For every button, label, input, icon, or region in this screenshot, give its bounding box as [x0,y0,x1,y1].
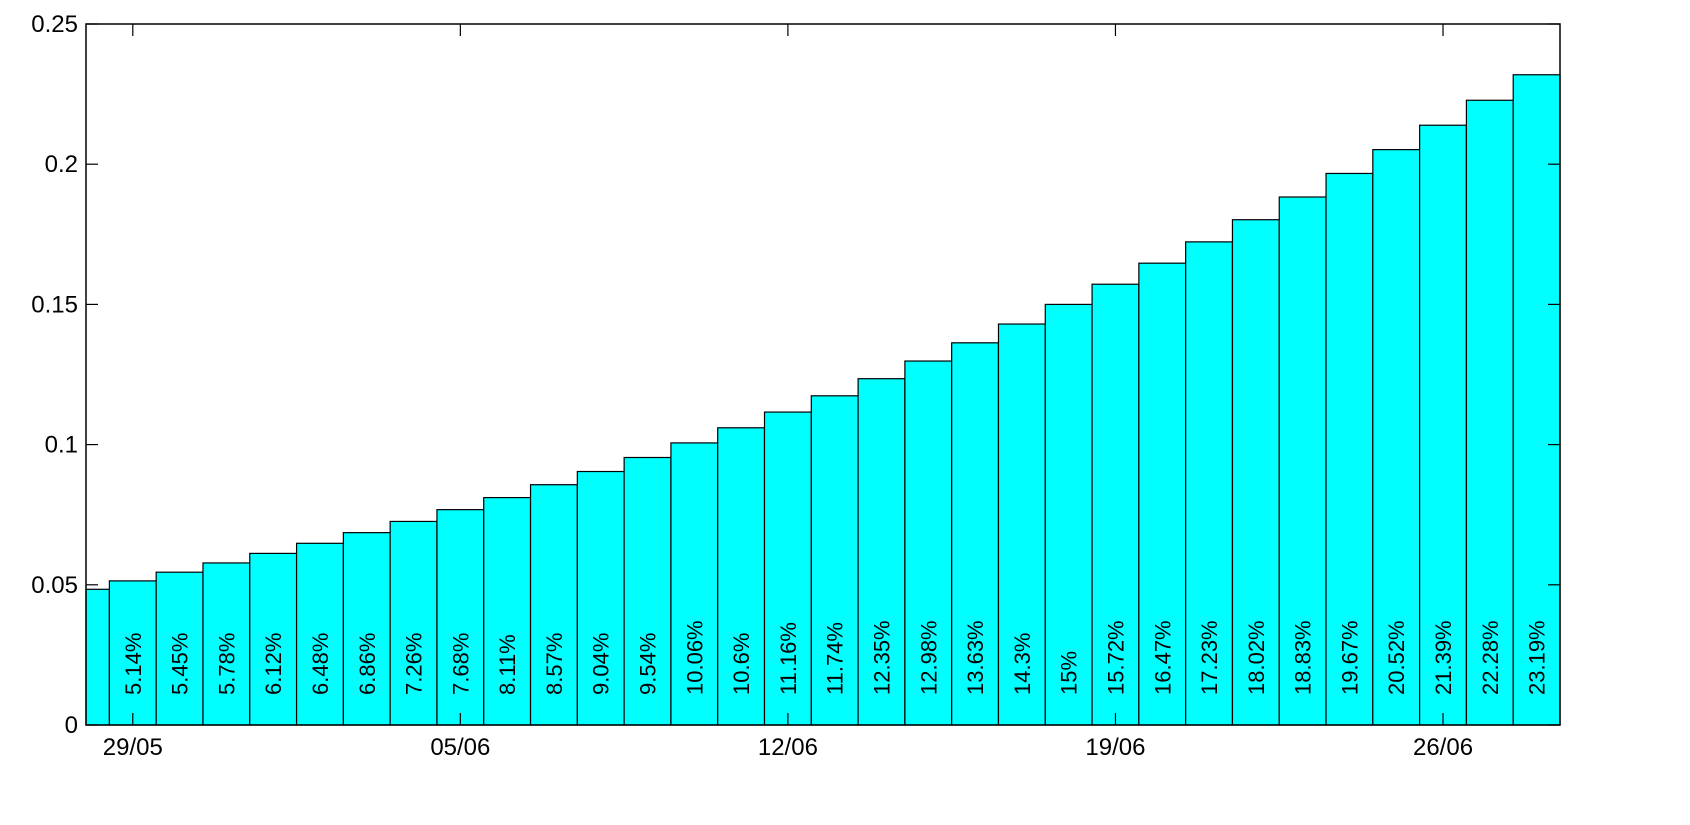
bar-2 [108,580,157,726]
bar-label-25: 17.23% [1197,620,1222,695]
bar-13 [623,456,672,726]
bar-17 [810,395,859,726]
bar-11 [529,484,578,726]
bars-group [85,74,1561,726]
bar-21 [997,323,1046,726]
bar-label-2: 5.14% [121,633,146,695]
bar-label-21: 14.3% [1010,633,1035,695]
bar-7 [342,532,391,726]
bar-1 [85,588,110,726]
bar-10 [483,496,532,726]
y-axis: 0 0.05 0.1 0.15 0.2 0.25 [31,11,1560,739]
bar-label-30: 21.39% [1431,620,1456,695]
bar-label-31: 22.28% [1478,620,1503,695]
bar-24 [1138,262,1187,726]
y-tick-label-5: 0.25 [31,11,78,38]
x-tick-label-2: 12/06 [758,734,818,761]
y-tick-label-0: 0 [65,712,78,739]
bar-8 [389,520,438,726]
bar-label-8: 7.26% [402,633,427,695]
bar-23 [1091,283,1140,726]
bar-label-23: 15.72% [1103,620,1128,695]
bar-15 [717,427,766,726]
bar-label-32: 23.19% [1525,620,1550,695]
bar-label-13: 9.54% [636,633,661,695]
plot-frame [85,23,1561,726]
bar-label-29: 20.52% [1384,620,1409,695]
bar-label-24: 16.47% [1150,620,1175,695]
bar-label-4: 5.78% [214,633,239,695]
bar-25 [1185,241,1234,726]
bar-31 [1465,99,1514,726]
x-tick-label-4: 26/06 [1413,734,1473,761]
bar-9 [436,509,485,726]
bar-label-6: 6.48% [308,633,333,695]
bar-label-15: 10.6% [729,633,754,695]
x-tick-label-0: 29/05 [103,734,163,761]
y-tick-label-1: 0.05 [31,572,78,599]
bar-label-26: 18.02% [1244,620,1269,695]
bar-4 [202,562,251,726]
bar-label-10: 8.11% [495,634,520,695]
bar-label-18: 12.35% [869,620,894,695]
bar-label-19: 12.98% [916,620,941,695]
bar-label-14: 10.06% [682,620,707,695]
bar-3 [155,571,204,726]
bar-32 [1512,74,1561,726]
x-tick-label-1: 05/06 [430,734,490,761]
bar-label-28: 19.67% [1337,620,1362,695]
bar-27 [1278,196,1327,726]
bar-16 [763,411,812,726]
bar-label-7: 6.86% [355,633,380,695]
bar-label-22: 15% [1057,651,1082,695]
bar-label-12: 9.04% [589,633,614,695]
x-axis: 29/05 05/06 12/06 19/06 26/06 [103,24,1473,761]
x-tick-label-3: 19/06 [1085,734,1145,761]
bar-19 [904,360,953,726]
bar-label-16: 11.16% [776,622,801,695]
bar-26 [1231,219,1280,726]
bar-30 [1419,124,1468,726]
y-tick-label-3: 0.15 [31,291,78,318]
bar-20 [951,342,1000,726]
bar-14 [670,442,719,726]
bar-18 [857,378,906,726]
bar-label-20: 13.63% [963,620,988,695]
bar-label-17: 11.74% [823,622,848,695]
bar-label-3: 5.45% [168,633,193,695]
data-labels-group: 5.14% 5.45% 5.78% 6.12% 6.48% 6.86% 7.26% 7.68%… [121,620,1550,695]
bar-label-5: 6.12% [261,633,286,695]
bar-label-27: 18.83% [1291,620,1316,695]
bar-label-9: 7.68% [448,633,473,695]
y-tick-label-2: 0.1 [45,432,78,459]
bar-label-11: 8.57% [542,633,567,695]
bar-22 [1044,303,1093,726]
y-tick-label-4: 0.2 [45,151,78,178]
